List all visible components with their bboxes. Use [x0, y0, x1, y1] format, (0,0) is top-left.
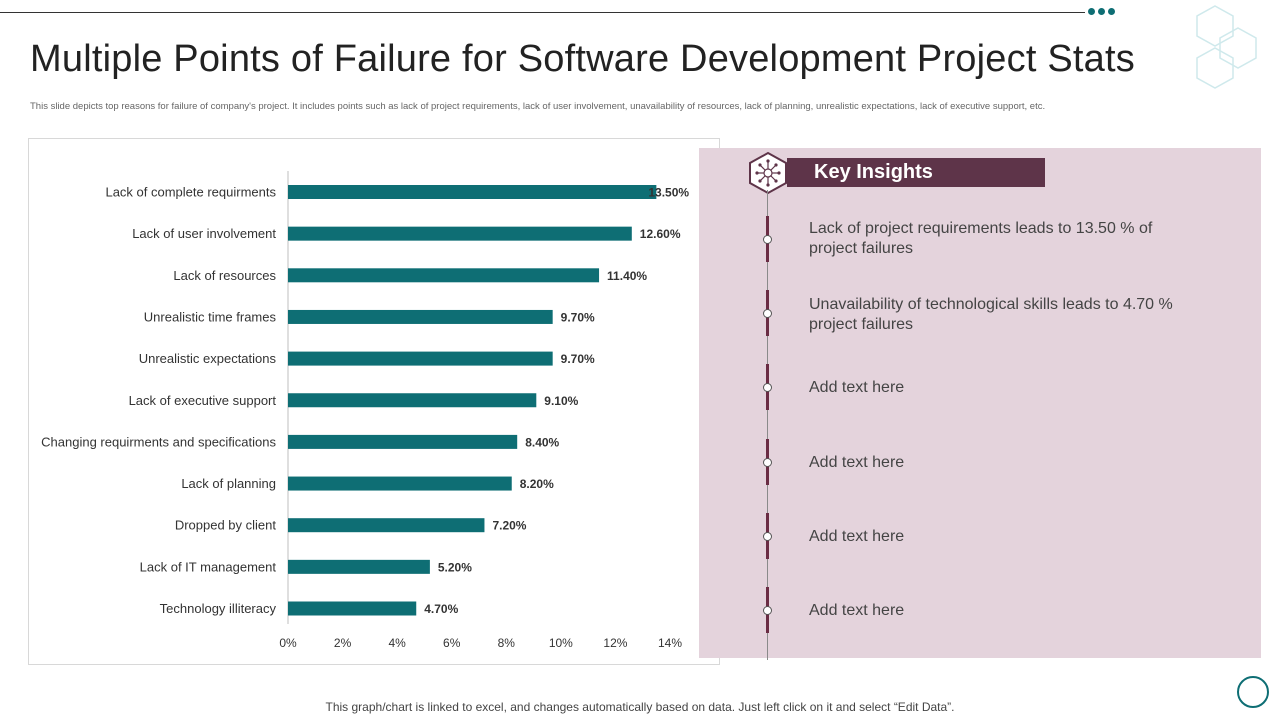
- insights-timeline: [767, 190, 768, 660]
- data-label: 12.60%: [640, 227, 681, 241]
- data-label: 8.20%: [520, 477, 554, 491]
- timeline-node: [763, 383, 772, 392]
- x-tick-label: 6%: [443, 636, 461, 650]
- key-insights-header: Key Insights: [787, 158, 1045, 187]
- bar[interactable]: [288, 601, 417, 616]
- category-label: Lack of executive support: [129, 393, 277, 408]
- bar[interactable]: [288, 559, 430, 574]
- data-label: 9.70%: [561, 352, 595, 366]
- bar[interactable]: [288, 309, 553, 324]
- x-tick-label: 12%: [603, 636, 627, 650]
- category-label: Lack of IT management: [140, 559, 277, 574]
- bar[interactable]: [288, 185, 657, 199]
- category-label: Lack of complete requirments: [105, 185, 276, 200]
- insight-item-5: Add text here: [809, 528, 905, 545]
- bar-chart[interactable]: Lack of complete requirments 13.50% Lack o…: [29, 139, 719, 664]
- data-label: 13.50%: [648, 186, 689, 200]
- data-label: 11.40%: [607, 269, 647, 283]
- bar[interactable]: [288, 476, 512, 491]
- category-label: Technology illiteracy: [160, 601, 277, 616]
- timeline-node: [763, 532, 772, 541]
- timeline-node: [763, 458, 772, 467]
- x-tick-label: 4%: [388, 636, 406, 650]
- x-tick-label: 0%: [279, 636, 297, 650]
- category-label: Lack of user involvement: [132, 226, 276, 241]
- bar[interactable]: [288, 434, 518, 449]
- top-divider-line: [0, 12, 1085, 13]
- x-tick-label: 14%: [658, 636, 682, 650]
- page-title: Multiple Points of Failure for Software …: [30, 38, 1135, 80]
- data-label: 4.70%: [424, 602, 458, 616]
- circle-decoration-icon: [1237, 676, 1269, 708]
- key-insights-panel: [699, 148, 1261, 658]
- insight-item-6: Add text here: [809, 602, 905, 619]
- data-label: 5.20%: [438, 560, 472, 574]
- category-label: Unrealistic time frames: [144, 309, 277, 324]
- bar-chart-container[interactable]: Lack of complete requirments 13.50% Lack o…: [28, 138, 720, 665]
- category-label: Changing requirments and specifications: [41, 434, 276, 449]
- data-label: 9.70%: [561, 310, 595, 324]
- insight-item-1: Lack of project requirements leads to 13…: [809, 220, 1153, 257]
- insight-item-4: Add text here: [809, 454, 905, 471]
- bar[interactable]: [288, 393, 537, 408]
- category-label: Dropped by client: [175, 518, 277, 533]
- bar[interactable]: [288, 518, 485, 533]
- timeline-node: [763, 309, 772, 318]
- network-hexagon-icon: [749, 151, 787, 195]
- insight-item-3: Add text here: [809, 379, 905, 396]
- x-tick-label: 2%: [334, 636, 352, 650]
- insight-item-2: Unavailability of technological skills l…: [809, 296, 1173, 333]
- category-label: Unrealistic expectations: [139, 351, 277, 366]
- bar[interactable]: [288, 268, 600, 283]
- category-label: Lack of planning: [181, 476, 276, 491]
- timeline-node: [763, 235, 772, 244]
- x-tick-label: 8%: [498, 636, 516, 650]
- page-subtitle: This slide depicts top reasons for failu…: [30, 101, 1046, 112]
- data-label: 9.10%: [544, 394, 578, 408]
- category-label: Lack of resources: [173, 268, 276, 283]
- data-label: 8.40%: [525, 435, 559, 449]
- bar[interactable]: [288, 226, 632, 241]
- footer-note: This graph/chart is linked to excel, and…: [325, 700, 955, 714]
- data-label: 7.20%: [492, 519, 526, 533]
- decorative-dots: [1088, 8, 1115, 15]
- bar[interactable]: [288, 351, 553, 366]
- hexagon-decoration-icon: [1196, 5, 1257, 89]
- x-tick-label: 10%: [549, 636, 573, 650]
- timeline-node: [763, 606, 772, 615]
